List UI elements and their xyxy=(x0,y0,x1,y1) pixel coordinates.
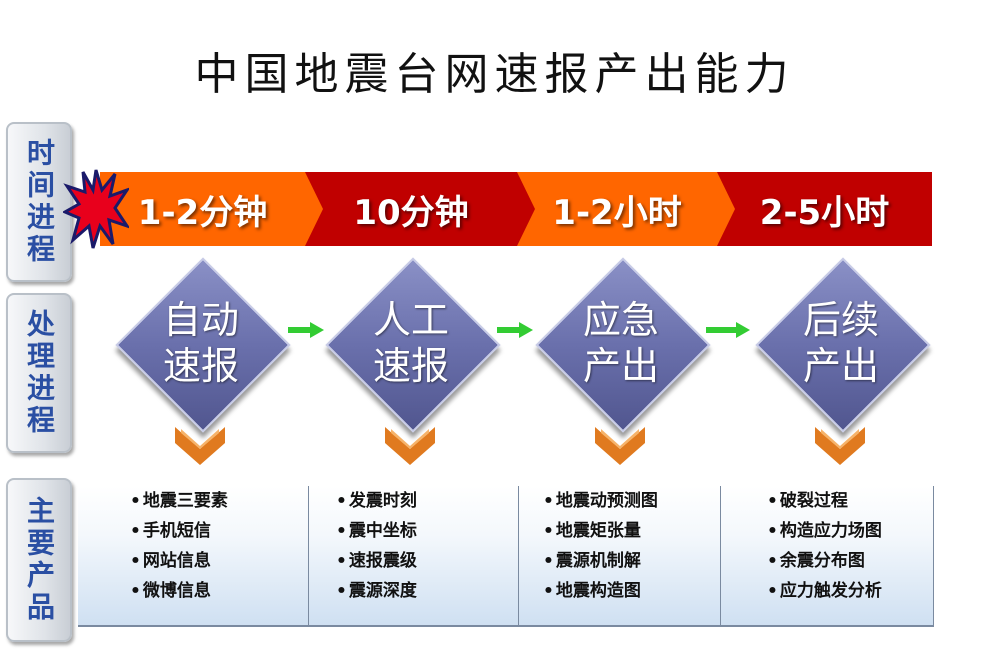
timeline-notch-2 xyxy=(517,172,535,246)
timeline-notch-3 xyxy=(717,172,735,246)
stage-follow-up-output: 后续 产出 xyxy=(755,257,931,433)
timeline-notches xyxy=(305,172,735,246)
stage-line2: 产出 xyxy=(802,344,879,388)
side-label-time: 时间进程 xyxy=(6,122,72,282)
stage-auto-report: 自动 速报 xyxy=(115,257,291,433)
list-item: 地震三要素 xyxy=(130,488,228,518)
green-arrow-icon xyxy=(706,322,750,338)
product-box-emergency: 地震动预测图 地震矩张量 震源机制解 地震构造图 xyxy=(519,486,721,627)
stage-emergency-output: 应急 产出 xyxy=(535,257,711,433)
stage-line2: 产出 xyxy=(582,344,659,388)
list-item: 手机短信 xyxy=(130,518,228,548)
stage-line1: 后续 xyxy=(802,298,879,342)
timeline-label: 2-5小时 xyxy=(759,192,890,233)
stage-line2: 速报 xyxy=(372,344,449,388)
list-item: 破裂过程 xyxy=(767,488,882,518)
product-box-follow-up: 破裂过程 构造应力场图 余震分布图 应力触发分析 xyxy=(721,486,934,627)
chevron-down-icon xyxy=(385,427,435,465)
green-arrow-icon xyxy=(497,322,533,338)
chevron-down-icon xyxy=(595,427,645,465)
timeline-segment-1: 1-2分钟 xyxy=(100,172,305,246)
timeline-label: 1-2小时 xyxy=(552,192,682,233)
timeline-label: 10分钟 xyxy=(353,192,469,233)
chevron-down-icon xyxy=(815,427,865,465)
side-label-products: 主要产品 xyxy=(6,478,72,642)
chevron-down-icon xyxy=(175,427,225,465)
stage-line1: 人工 xyxy=(372,298,449,342)
list-item: 应力触发分析 xyxy=(767,578,882,608)
timeline-label: 1-2分钟 xyxy=(137,192,268,233)
timeline-segment-4: 2-5小时 xyxy=(717,172,932,246)
starburst-icon xyxy=(63,169,129,249)
stage-line2: 速报 xyxy=(162,344,239,388)
stage-manual-report: 人工 速报 xyxy=(325,257,501,433)
list-item: 余震分布图 xyxy=(767,548,882,578)
stage-line1: 自动 xyxy=(162,298,239,342)
timeline-notch-1 xyxy=(305,172,323,246)
list-item: 震源深度 xyxy=(336,578,417,608)
timeline-segment-3: 1-2小时 xyxy=(517,172,717,246)
side-label-process: 处理进程 xyxy=(6,293,72,453)
list-item: 网站信息 xyxy=(130,548,228,578)
list-item: 地震矩张量 xyxy=(543,518,658,548)
list-item: 震源机制解 xyxy=(543,548,658,578)
list-item: 速报震级 xyxy=(336,548,417,578)
list-item: 地震动预测图 xyxy=(543,488,658,518)
product-box-manual: 发震时刻 震中坐标 速报震级 震源深度 xyxy=(309,486,519,627)
product-box-auto: 地震三要素 手机短信 网站信息 微博信息 xyxy=(78,486,309,627)
list-item: 发震时刻 xyxy=(336,488,417,518)
list-item: 地震构造图 xyxy=(543,578,658,608)
list-item: 震中坐标 xyxy=(336,518,417,548)
green-arrow-icon xyxy=(288,322,324,338)
list-item: 构造应力场图 xyxy=(767,518,882,548)
list-item: 微博信息 xyxy=(130,578,228,608)
stage-line1: 应急 xyxy=(582,298,659,342)
timeline-segment-2: 10分钟 xyxy=(305,172,517,246)
page-title: 中国地震台网速报产出能力 xyxy=(194,49,795,100)
